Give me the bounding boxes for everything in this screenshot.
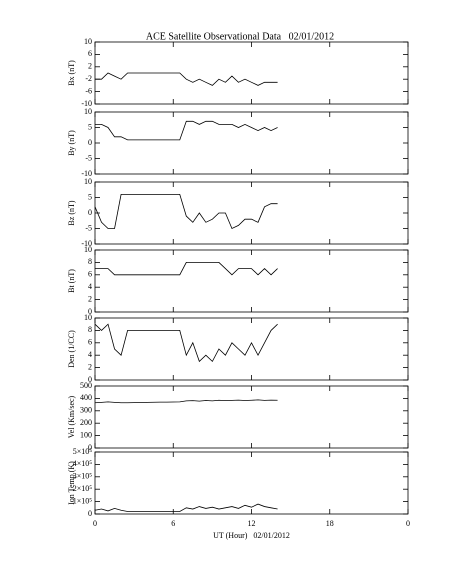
y-axis-label: Vel (Km/sec) xyxy=(67,395,76,438)
data-line xyxy=(94,399,278,404)
panel-frame xyxy=(94,249,409,313)
y-tick-label: 10 xyxy=(84,37,92,46)
y-tick-label: 10 xyxy=(84,245,92,254)
y-tick-label: 2 xyxy=(88,294,92,303)
y-tick-label: 10 xyxy=(84,107,92,116)
y-tick-label: 0 xyxy=(88,307,92,316)
x-tick-label: 0 xyxy=(93,519,97,528)
y-tick-label: 6 xyxy=(88,270,92,279)
y-tick-label: 5 xyxy=(88,192,92,201)
y-tick-label: 5 xyxy=(88,122,92,131)
y-tick-label: 0 xyxy=(88,509,92,518)
y-tick-label: 1×10⁵ xyxy=(73,496,93,505)
y-tick-label: -10 xyxy=(81,239,92,248)
x-tick-label: 0 xyxy=(406,519,410,528)
y-tick-label: 0 xyxy=(88,375,92,384)
y-tick-label: 6 xyxy=(88,49,92,58)
y-tick-label: 400 xyxy=(80,393,92,402)
y-axis-label: By (nT) xyxy=(67,130,76,156)
panel-frame xyxy=(94,451,409,515)
data-line xyxy=(94,323,278,363)
y-axis-label: Bz (nT) xyxy=(67,200,76,225)
y-tick-label: 0 xyxy=(88,138,92,147)
y-tick-label: 0 xyxy=(88,443,92,452)
panel-frame xyxy=(94,111,409,175)
y-tick-label: 10 xyxy=(84,177,92,186)
y-tick-label: -2 xyxy=(85,74,92,83)
y-tick-label: 3×10⁵ xyxy=(73,472,93,481)
y-tick-label: -10 xyxy=(81,169,92,178)
x-tick-label: 6 xyxy=(171,519,175,528)
y-tick-label: 4×10⁵ xyxy=(73,459,93,468)
data-line xyxy=(94,503,278,512)
y-axis-label: Den (1/CC) xyxy=(67,330,76,368)
y-tick-label: -5 xyxy=(85,153,92,162)
y-tick-label: 6 xyxy=(88,338,92,347)
data-line xyxy=(95,262,278,276)
y-tick-label: -6 xyxy=(85,86,92,95)
y-axis-label: Bx (nT) xyxy=(67,60,76,86)
y-axis-label: Bt (nT) xyxy=(67,269,76,293)
x-tick-label: 12 xyxy=(248,519,256,528)
y-tick-label: -5 xyxy=(85,223,92,232)
chart-title: ACE Satellite Observational Data 02/01/2… xyxy=(146,31,334,42)
y-tick-label: 5×10⁵ xyxy=(73,447,93,456)
y-tick-label: 300 xyxy=(80,406,92,415)
y-tick-label: 2×10⁵ xyxy=(73,484,93,493)
panel-frame xyxy=(94,317,409,381)
x-tick-label: 18 xyxy=(326,519,334,528)
y-tick-label: 500 xyxy=(80,381,92,390)
y-tick-label: 200 xyxy=(80,418,92,427)
panel-frame xyxy=(94,385,409,449)
y-tick-label: 0 xyxy=(88,208,92,217)
y-tick-label: 8 xyxy=(88,257,92,266)
y-tick-label: 8 xyxy=(88,325,92,334)
y-tick-label: 2 xyxy=(88,62,92,71)
data-line xyxy=(95,120,278,141)
y-tick-label: 4 xyxy=(88,282,92,291)
data-line xyxy=(94,194,278,230)
y-tick-label: -10 xyxy=(81,99,92,108)
y-tick-label: 2 xyxy=(88,362,92,371)
panel-frame xyxy=(94,181,409,245)
x-axis-label: UT (Hour) 02/01/2012 xyxy=(213,531,290,540)
y-tick-label: 10 xyxy=(84,313,92,322)
y-axis-label: Ion Temp (K) xyxy=(67,461,76,505)
y-tick-label: 4 xyxy=(88,350,92,359)
data-line xyxy=(95,72,278,86)
y-tick-label: 100 xyxy=(80,430,92,439)
